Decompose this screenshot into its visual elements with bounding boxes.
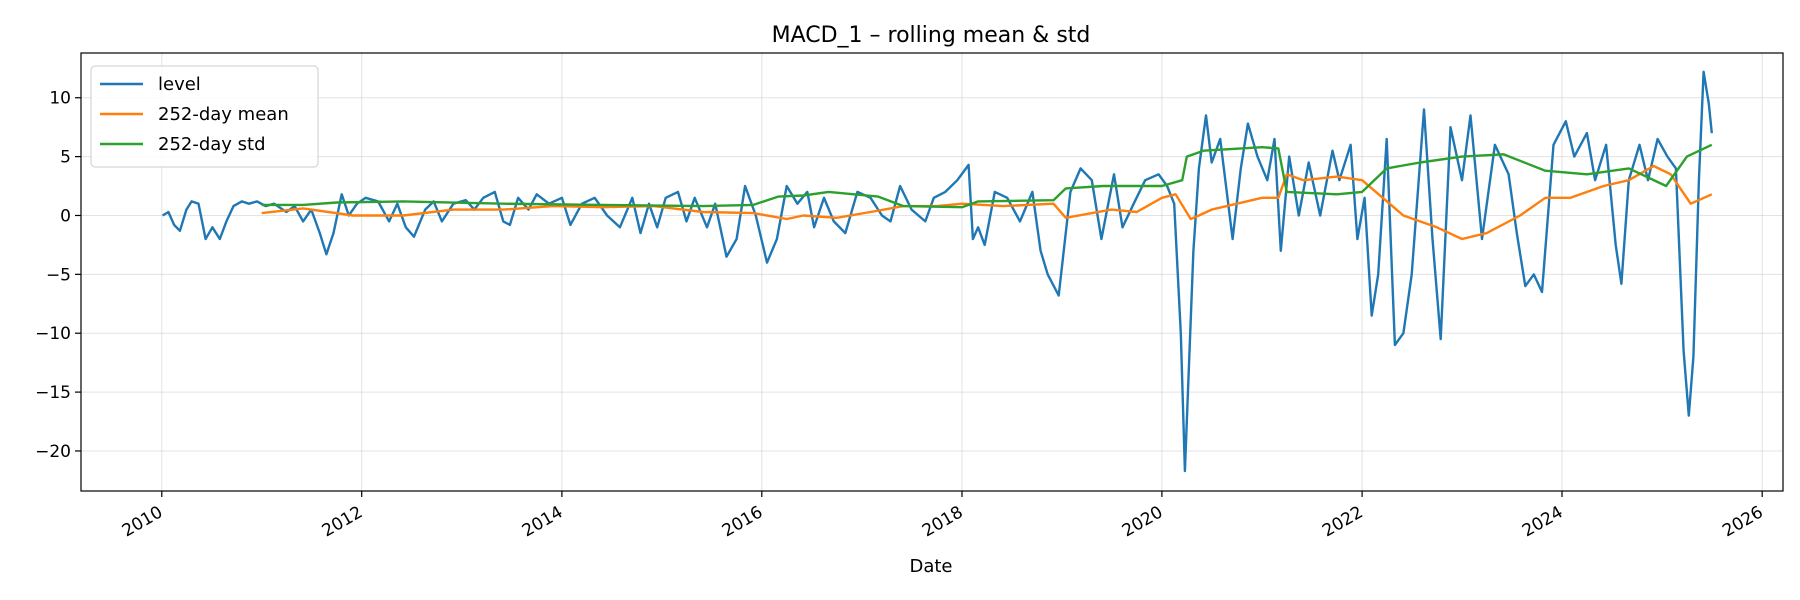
legend: level 252-day mean 252-day std [90, 65, 319, 168]
legend-label-std: 252-day std [158, 134, 266, 155]
y-tick-label: −5 [46, 265, 71, 285]
x-tick-label: 2022 [1319, 502, 1366, 541]
x-tick-label: 2024 [1519, 502, 1566, 541]
y-tick-label: −20 [35, 442, 71, 462]
plot-lines [161, 70, 1713, 473]
legend-box [90, 65, 319, 168]
legend-label-level: level [158, 74, 201, 95]
y-tick-label: −10 [35, 324, 71, 344]
plot-frame [80, 52, 1784, 492]
grid [81, 53, 1783, 491]
series-level-line [161, 70, 1713, 473]
series-std-line [261, 143, 1713, 209]
y-tick-label: 0 [60, 206, 71, 226]
x-tick-label: 2010 [119, 502, 166, 541]
x-tick-label: 2014 [519, 502, 566, 541]
y-tick-label: 5 [60, 148, 71, 168]
x-tick-label: 2012 [319, 502, 366, 541]
legend-label-mean: 252-day mean [158, 104, 289, 125]
y-tick-label: 10 [49, 89, 71, 109]
x-axis-label: Date [909, 556, 952, 577]
y-tick-label: −15 [35, 383, 71, 403]
x-tick-label: 2016 [719, 502, 766, 541]
x-tick-label: 2018 [919, 502, 966, 541]
x-tick-label: 2026 [1719, 502, 1766, 541]
chart-title: MACD_1 – rolling mean & std [772, 23, 1091, 48]
x-tick-label: 2020 [1119, 502, 1166, 541]
